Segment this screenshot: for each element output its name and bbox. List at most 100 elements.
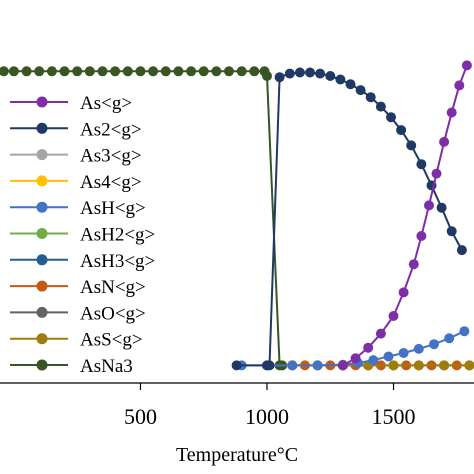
data-point (337, 360, 348, 371)
legend-swatch-marker (36, 201, 48, 213)
data-point (345, 79, 356, 90)
data-point (454, 80, 465, 91)
data-point (97, 66, 108, 77)
data-point (72, 66, 83, 77)
legend-label: As4<g> (80, 172, 142, 193)
data-point (21, 66, 32, 77)
data-point (386, 112, 396, 123)
data-point (0, 66, 9, 77)
data-point (436, 202, 447, 213)
data-point (312, 360, 323, 371)
data-point (325, 71, 336, 81)
legend-swatch-marker (36, 359, 48, 371)
data-point (363, 342, 374, 353)
legend-label: AsH3<g> (80, 251, 155, 272)
legend-swatch-marker (36, 280, 48, 292)
data-point (413, 360, 424, 371)
data-point (456, 245, 467, 256)
data-point (305, 67, 315, 78)
data-point (446, 226, 457, 237)
data-point (388, 311, 399, 321)
data-point (294, 67, 305, 78)
data-point (396, 125, 407, 136)
data-point (416, 231, 427, 241)
legend-swatch-marker (36, 306, 48, 318)
data-point (429, 339, 439, 350)
data-point (406, 140, 417, 151)
data-point (59, 66, 70, 77)
data-point (375, 328, 386, 339)
data-point (211, 66, 222, 77)
data-point (461, 60, 472, 71)
data-point (335, 74, 346, 85)
data-point (398, 287, 409, 298)
data-point (262, 71, 272, 81)
data-point (368, 355, 379, 366)
data-point (173, 66, 184, 77)
data-point (34, 66, 45, 77)
series-asg (337, 60, 472, 371)
data-point (224, 66, 234, 77)
legend-swatch-marker (36, 228, 48, 239)
data-point (249, 66, 260, 77)
data-point (383, 351, 394, 362)
data-point (416, 159, 427, 170)
legend-label: As2<g> (80, 119, 142, 140)
legend-swatch-marker (36, 333, 48, 345)
legend-label: AsH2<g> (80, 225, 155, 246)
data-point (110, 66, 121, 77)
legend: As<g> As2<g> As3<g> As4<g> AsH<g> AsH2<g> AsH3… (10, 93, 155, 377)
legend-swatch-marker (36, 149, 48, 161)
data-point (446, 107, 457, 118)
data-point (444, 333, 455, 344)
data-point (264, 360, 275, 371)
data-point (236, 66, 247, 77)
legend-label: AsNa3 (80, 356, 133, 377)
data-point (231, 360, 242, 371)
data-point (148, 66, 159, 77)
data-point (84, 66, 95, 77)
legend-item: AsNa3 (10, 356, 133, 377)
data-point (135, 66, 146, 77)
data-point (350, 353, 361, 364)
legend-label: AsH<g> (80, 198, 146, 219)
data-point (439, 360, 450, 371)
legend-item: AsS<g> (10, 330, 143, 351)
legend-label: AsO<g> (80, 303, 146, 324)
legend-swatch-marker (36, 96, 48, 108)
legend-item: As4<g> (10, 172, 142, 193)
data-point (122, 66, 133, 77)
legend-item: As2<g> (10, 119, 142, 140)
legend-swatch-marker (36, 175, 48, 187)
x-ticks: 500 1000 1500 (124, 383, 416, 429)
series-line (236, 71, 463, 367)
legend-item: As3<g> (10, 146, 142, 167)
legend-item: AsH3<g> (10, 251, 155, 272)
data-point (413, 343, 424, 354)
legend-label: As3<g> (80, 146, 142, 167)
legend-label: As<g> (80, 93, 132, 114)
data-point (424, 200, 434, 211)
data-point (46, 66, 57, 77)
data-point (8, 66, 19, 77)
series-asna3 (0, 66, 288, 371)
data-point (355, 85, 366, 96)
x-tick-label: 1000 (245, 404, 289, 429)
data-point (287, 360, 298, 371)
data-point (198, 66, 209, 77)
series-layer (0, 60, 474, 371)
data-point (375, 101, 386, 112)
series-as2g (231, 67, 467, 371)
data-point (388, 360, 399, 371)
data-point (431, 168, 442, 179)
x-axis-label: Temperature°C (176, 444, 298, 466)
legend-item: AsH2<g> (10, 225, 155, 246)
data-point (459, 326, 470, 337)
x-tick-label: 1500 (372, 404, 416, 429)
data-point (365, 92, 376, 103)
legend-label: AsS<g> (80, 330, 143, 351)
legend-swatch-marker (36, 254, 48, 266)
legend-item: As<g> (10, 93, 132, 114)
data-point (284, 68, 295, 79)
